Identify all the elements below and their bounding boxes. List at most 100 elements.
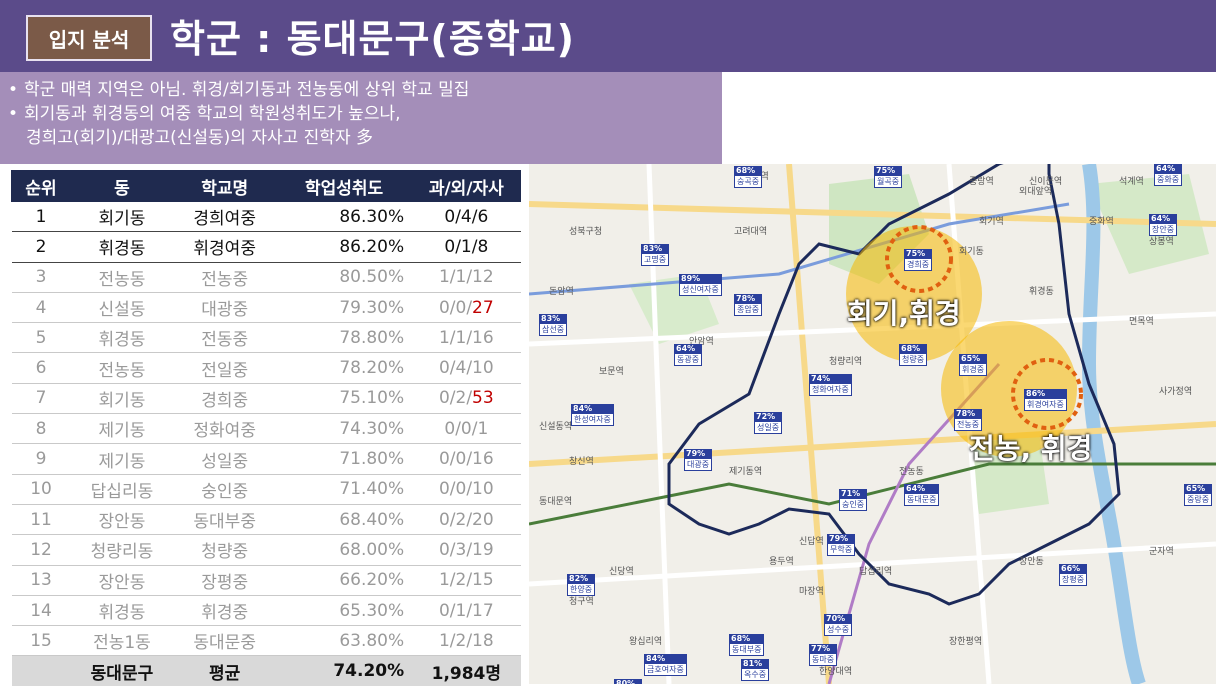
school-pin[interactable]: 64% 동대문중	[904, 484, 940, 506]
map-place-label: 석계역	[1119, 177, 1144, 187]
school-pin[interactable]: 64% 중화중	[1154, 164, 1183, 186]
rank-cell: 11	[11, 504, 71, 536]
map-place-label: 상봉역	[1149, 237, 1174, 247]
school-pin[interactable]: 68% 청량중	[899, 344, 928, 366]
pin-school-name: 성신여자중	[679, 283, 722, 296]
map-place-label: 장한평역	[949, 637, 983, 647]
school-pin[interactable]: 82% 한양중	[567, 574, 596, 596]
map-place-label: 외대앞역	[1019, 187, 1053, 197]
map-place-label: 회기동	[959, 247, 984, 257]
school-pin[interactable]: 66% 장평중	[1059, 564, 1088, 586]
achievement-cell: 71.80%	[276, 443, 413, 475]
school-pin[interactable]: 83% 고명중	[641, 244, 670, 266]
advance-cell: 0/4/10	[412, 352, 521, 384]
school-pin[interactable]: 68% 숭곡중	[734, 166, 763, 188]
avg-cell: 평균	[173, 655, 277, 686]
school-pin[interactable]: 74% 정화여자중	[809, 374, 852, 396]
school-pin[interactable]: 89% 성신여자중	[679, 274, 722, 296]
pin-percent: 77%	[809, 644, 838, 653]
dong-cell: 장안동	[70, 565, 174, 596]
achievement-cell: 79.30%	[276, 292, 413, 324]
school-pin[interactable]: 86% 휘경여자중	[1024, 389, 1067, 411]
pin-percent: 75%	[904, 249, 933, 258]
school-pin[interactable]: 84% 금호여자중	[644, 654, 687, 676]
school-pin[interactable]: 78% 종암중	[734, 294, 763, 316]
map-place-label: 고려대역	[734, 227, 768, 237]
school-pin[interactable]: 75% 월곡중	[874, 166, 903, 188]
table-row: 15 전농1동 동대문중 63.80% 1/2/18	[11, 625, 521, 657]
pin-school-name: 숭인중	[839, 498, 868, 511]
table-row: 1 회기동 경희여중 86.30% 0/4/6	[11, 201, 521, 233]
pin-percent: 72%	[754, 412, 783, 421]
map-place-label: 장안동	[1019, 557, 1044, 567]
school-pin[interactable]: 79% 무학중	[827, 534, 856, 556]
advance-cell: 1/2/15	[412, 565, 521, 596]
school-pin[interactable]: 79% 대광중	[684, 449, 713, 471]
table-row: 6 전농동 전일중 78.20% 0/4/10	[11, 352, 521, 384]
pin-school-name: 무학중	[827, 543, 856, 556]
pin-percent: 70%	[824, 614, 853, 623]
school-cell: 장평중	[173, 565, 277, 596]
school-cell: 성일중	[173, 443, 277, 475]
table-row: 9 제기동 성일중 71.80% 0/0/16	[11, 443, 521, 475]
slide-title: 학군 : 동대문구(중학교)	[170, 17, 576, 61]
map-place-label: 중화역	[1089, 217, 1114, 227]
dong-cell: 청량리동	[70, 534, 174, 566]
pin-school-name: 동대부중	[729, 643, 765, 656]
pin-school-name: 성수중	[824, 623, 853, 636]
average-row: 동대문구 평균 74.20% 1,984명	[11, 655, 521, 686]
pin-school-name: 고명중	[641, 253, 670, 266]
achievement-cell: 68.40%	[276, 504, 413, 536]
dong-cell: 제기동	[70, 443, 174, 475]
pin-school-name: 옥수중	[741, 668, 770, 681]
rank-cell: 5	[11, 322, 71, 354]
school-cell: 동대부중	[173, 504, 277, 536]
table-row: 10 답십리동 숭인중 71.40% 0/0/10	[11, 474, 521, 505]
pin-percent: 78%	[734, 294, 763, 303]
map-place-label: 창신역	[569, 457, 594, 467]
school-pin[interactable]: 71% 숭인중	[839, 489, 868, 511]
achievement-cell: 65.30%	[276, 595, 413, 627]
school-pin[interactable]: 70% 성수중	[824, 614, 853, 636]
pin-school-name: 금호여자중	[644, 663, 687, 676]
map-place-label: 신설동역	[539, 422, 573, 432]
school-cell: 전농중	[173, 262, 277, 293]
avg-cell: 동대문구	[70, 655, 174, 686]
table-row: 13 장안동 장평중 66.20% 1/2/15	[11, 565, 521, 596]
school-pin[interactable]: 65% 휘경중	[959, 354, 988, 376]
school-pin[interactable]: 77% 동마중	[809, 644, 838, 666]
school-pin[interactable]: 78% 전농중	[954, 409, 983, 431]
school-pin[interactable]: 83% 삼선중	[539, 314, 568, 336]
pin-school-name: 전농중	[954, 418, 983, 431]
school-cell: 휘경여중	[173, 231, 277, 263]
school-pin[interactable]: 81% 옥수중	[741, 659, 770, 681]
school-pin[interactable]: 68% 동대부중	[729, 634, 765, 656]
pin-percent: 86%	[1024, 389, 1067, 398]
avg-cell: 74.20%	[276, 655, 413, 686]
school-pin[interactable]: 84% 한성여자중	[571, 404, 614, 426]
pin-percent: 79%	[827, 534, 856, 543]
advance-cell: 1/2/18	[412, 625, 521, 657]
dong-cell: 신설동	[70, 292, 174, 324]
pin-percent: 65%	[1184, 484, 1213, 493]
pin-school-name: 정화여자중	[809, 383, 852, 396]
school-pin[interactable]: 72% 성일중	[754, 412, 783, 434]
school-pin[interactable]: 75% 경희중	[904, 249, 933, 271]
pin-percent: 68%	[729, 634, 765, 643]
pin-percent: 83%	[539, 314, 568, 323]
school-pin[interactable]: 80%홍익중	[614, 679, 643, 684]
pin-percent: 74%	[809, 374, 852, 383]
school-pin[interactable]: 64% 장안중	[1149, 214, 1178, 236]
pin-percent: 64%	[674, 344, 703, 353]
school-pin[interactable]: 64% 동광중	[674, 344, 703, 366]
map-place-label: 신이문역	[1029, 177, 1063, 187]
map-place-label: 청구역	[569, 597, 594, 607]
rank-cell: 10	[11, 474, 71, 505]
school-pin[interactable]: 65% 중랑중	[1184, 484, 1213, 506]
table-row: 5 휘경동 전동중 78.80% 1/1/16	[11, 322, 521, 354]
pin-school-name: 삼선중	[539, 323, 568, 336]
school-cell: 정화여중	[173, 413, 277, 445]
zone-label-jeonnong: 전농, 휘경	[969, 432, 1093, 465]
district-map[interactable]: 회기,휘경 전농, 휘경 신이문역중화역석계역월곡역고려대역안암역보문역신설동역…	[529, 164, 1216, 684]
pin-school-name: 동대문중	[904, 493, 940, 506]
